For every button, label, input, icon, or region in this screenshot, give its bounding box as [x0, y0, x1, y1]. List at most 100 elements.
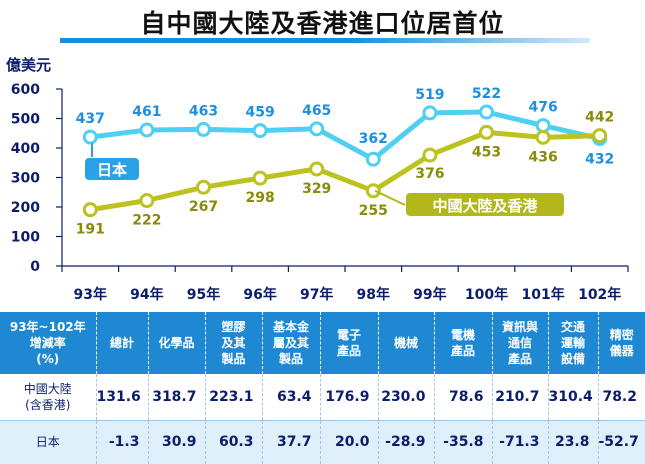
- y-tick-label: 100: [11, 230, 40, 246]
- table-cell: 318.7: [148, 374, 206, 421]
- row-label: 日本: [0, 420, 97, 464]
- y-tick-label: 300: [11, 171, 40, 187]
- table-header-cell: 電子 產品: [320, 312, 379, 374]
- series-points: [82, 104, 608, 218]
- page-title: 自中國大陸及香港進口位居首位: [140, 9, 505, 38]
- row-label: 中國大陸 (含香港): [0, 374, 97, 421]
- table-cell: 310.4: [548, 374, 599, 421]
- table-cell: 20.0: [320, 420, 379, 464]
- growth-rate-table: 93年~102年 增減率 (%) 總計 化學品 塑膠 及其 製品 基本金 屬及其…: [0, 312, 645, 464]
- table-cell: 131.6: [96, 374, 149, 421]
- table-cell: 37.7: [262, 420, 321, 464]
- legend-label-japan: 日本: [97, 161, 127, 179]
- data-point: [592, 128, 608, 144]
- value-labels: 437 461 463 459 465 362 519 522 476 432 191 222 267 2…: [76, 86, 615, 238]
- data-label: 442: [585, 110, 614, 126]
- data-point: [139, 193, 155, 209]
- x-tick-label: 99年: [413, 286, 446, 303]
- y-tick-label: 400: [11, 141, 40, 157]
- data-label: 267: [189, 199, 218, 215]
- table-cell: -52.7: [598, 420, 645, 464]
- table-header-corner: 93年~102年 增減率 (%): [0, 312, 97, 374]
- y-tick-label: 600: [11, 82, 40, 98]
- table-cell: 63.4: [262, 374, 321, 421]
- data-label: 459: [245, 105, 274, 121]
- data-label: 191: [76, 222, 105, 238]
- data-label: 461: [132, 104, 161, 120]
- data-label: 329: [302, 181, 331, 197]
- x-tick-label: 94年: [130, 286, 163, 303]
- x-tick-label: 98年: [357, 286, 390, 303]
- x-tick-label: 100年: [465, 286, 508, 303]
- title-underline: [60, 38, 590, 43]
- table-row: 中國大陸 (含香港) 131.6 318.7 223.1 63.4 176.9 …: [0, 374, 645, 421]
- series-line: [89, 109, 601, 162]
- data-label: 476: [528, 100, 557, 116]
- table-cell: 30.9: [148, 420, 206, 464]
- table-cell: -1.3: [96, 420, 149, 464]
- table-cell: 78.2: [598, 374, 645, 421]
- y-tick-label: 200: [11, 200, 40, 216]
- table-header-cell: 化學品: [148, 312, 206, 374]
- table-cell: 223.1: [205, 374, 263, 421]
- data-point: [196, 121, 211, 137]
- data-label: 362: [359, 131, 388, 147]
- data-point: [309, 161, 325, 177]
- legend-label-china: 中國大陸及香港: [432, 197, 538, 215]
- y-tick-label: 500: [11, 112, 40, 128]
- data-label: 437: [76, 111, 105, 127]
- y-axis-label: 億美元: [6, 56, 51, 74]
- x-axis: 93年 94年 95年 96年 97年 98年 99年 100年 101年 102年: [61, 265, 629, 303]
- data-point: [479, 104, 494, 120]
- data-label: 376: [415, 166, 444, 182]
- data-point: [535, 118, 551, 134]
- table-cell: -35.8: [434, 420, 493, 464]
- x-tick-label: 96年: [243, 286, 276, 303]
- data-point: [139, 122, 155, 138]
- data-point: [82, 129, 98, 145]
- table-cell: 78.6: [434, 374, 493, 421]
- table-header-cell: 交通 運輸 設備: [548, 312, 599, 374]
- table-cell: 176.9: [320, 374, 379, 421]
- data-point: [82, 202, 98, 218]
- x-tick-label: 95年: [187, 286, 220, 303]
- table-header-cell: 精密 儀器: [598, 312, 645, 374]
- data-label: 255: [359, 203, 388, 219]
- data-label: 465: [302, 103, 331, 119]
- data-point: [309, 121, 325, 137]
- data-label: 519: [415, 87, 444, 103]
- data-point: [365, 183, 381, 199]
- y-axis: 600 500 400 300 200 100 0: [11, 82, 63, 275]
- table-header-cell: 基本金 屬及其 製品: [262, 312, 321, 374]
- data-label: 453: [472, 144, 501, 160]
- data-point: [422, 147, 438, 163]
- x-tick-label: 97年: [300, 286, 333, 303]
- table-header-cell: 塑膠 及其 製品: [205, 312, 263, 374]
- data-label: 436: [528, 149, 557, 165]
- data-label: 432: [585, 152, 614, 168]
- table-header-row: 93年~102年 增減率 (%) 總計 化學品 塑膠 及其 製品 基本金 屬及其…: [0, 312, 645, 374]
- data-point: [422, 105, 438, 121]
- data-point: [252, 123, 268, 139]
- data-label: 222: [132, 213, 161, 229]
- legend-box-japan: [83, 156, 141, 182]
- series-line: [89, 129, 600, 213]
- x-tick-label: 102年: [578, 286, 621, 303]
- table-cell: 230.0: [378, 374, 435, 421]
- table-cell: 23.8: [548, 420, 599, 464]
- y-tick-label: 0: [30, 259, 40, 275]
- data-label: 522: [472, 86, 501, 102]
- table-cell: 210.7: [492, 374, 549, 421]
- data-point: [196, 179, 211, 195]
- x-tick-label: 93年: [74, 286, 107, 303]
- table-cell: 60.3: [205, 420, 263, 464]
- table-header-cell: 機械: [378, 312, 435, 374]
- table-header-cell: 資訊與 通信 產品: [492, 312, 549, 374]
- x-tick-label: 101年: [521, 286, 564, 303]
- table-header-cell: 總計: [96, 312, 149, 374]
- data-point: [479, 124, 494, 140]
- series-lines: [89, 109, 601, 213]
